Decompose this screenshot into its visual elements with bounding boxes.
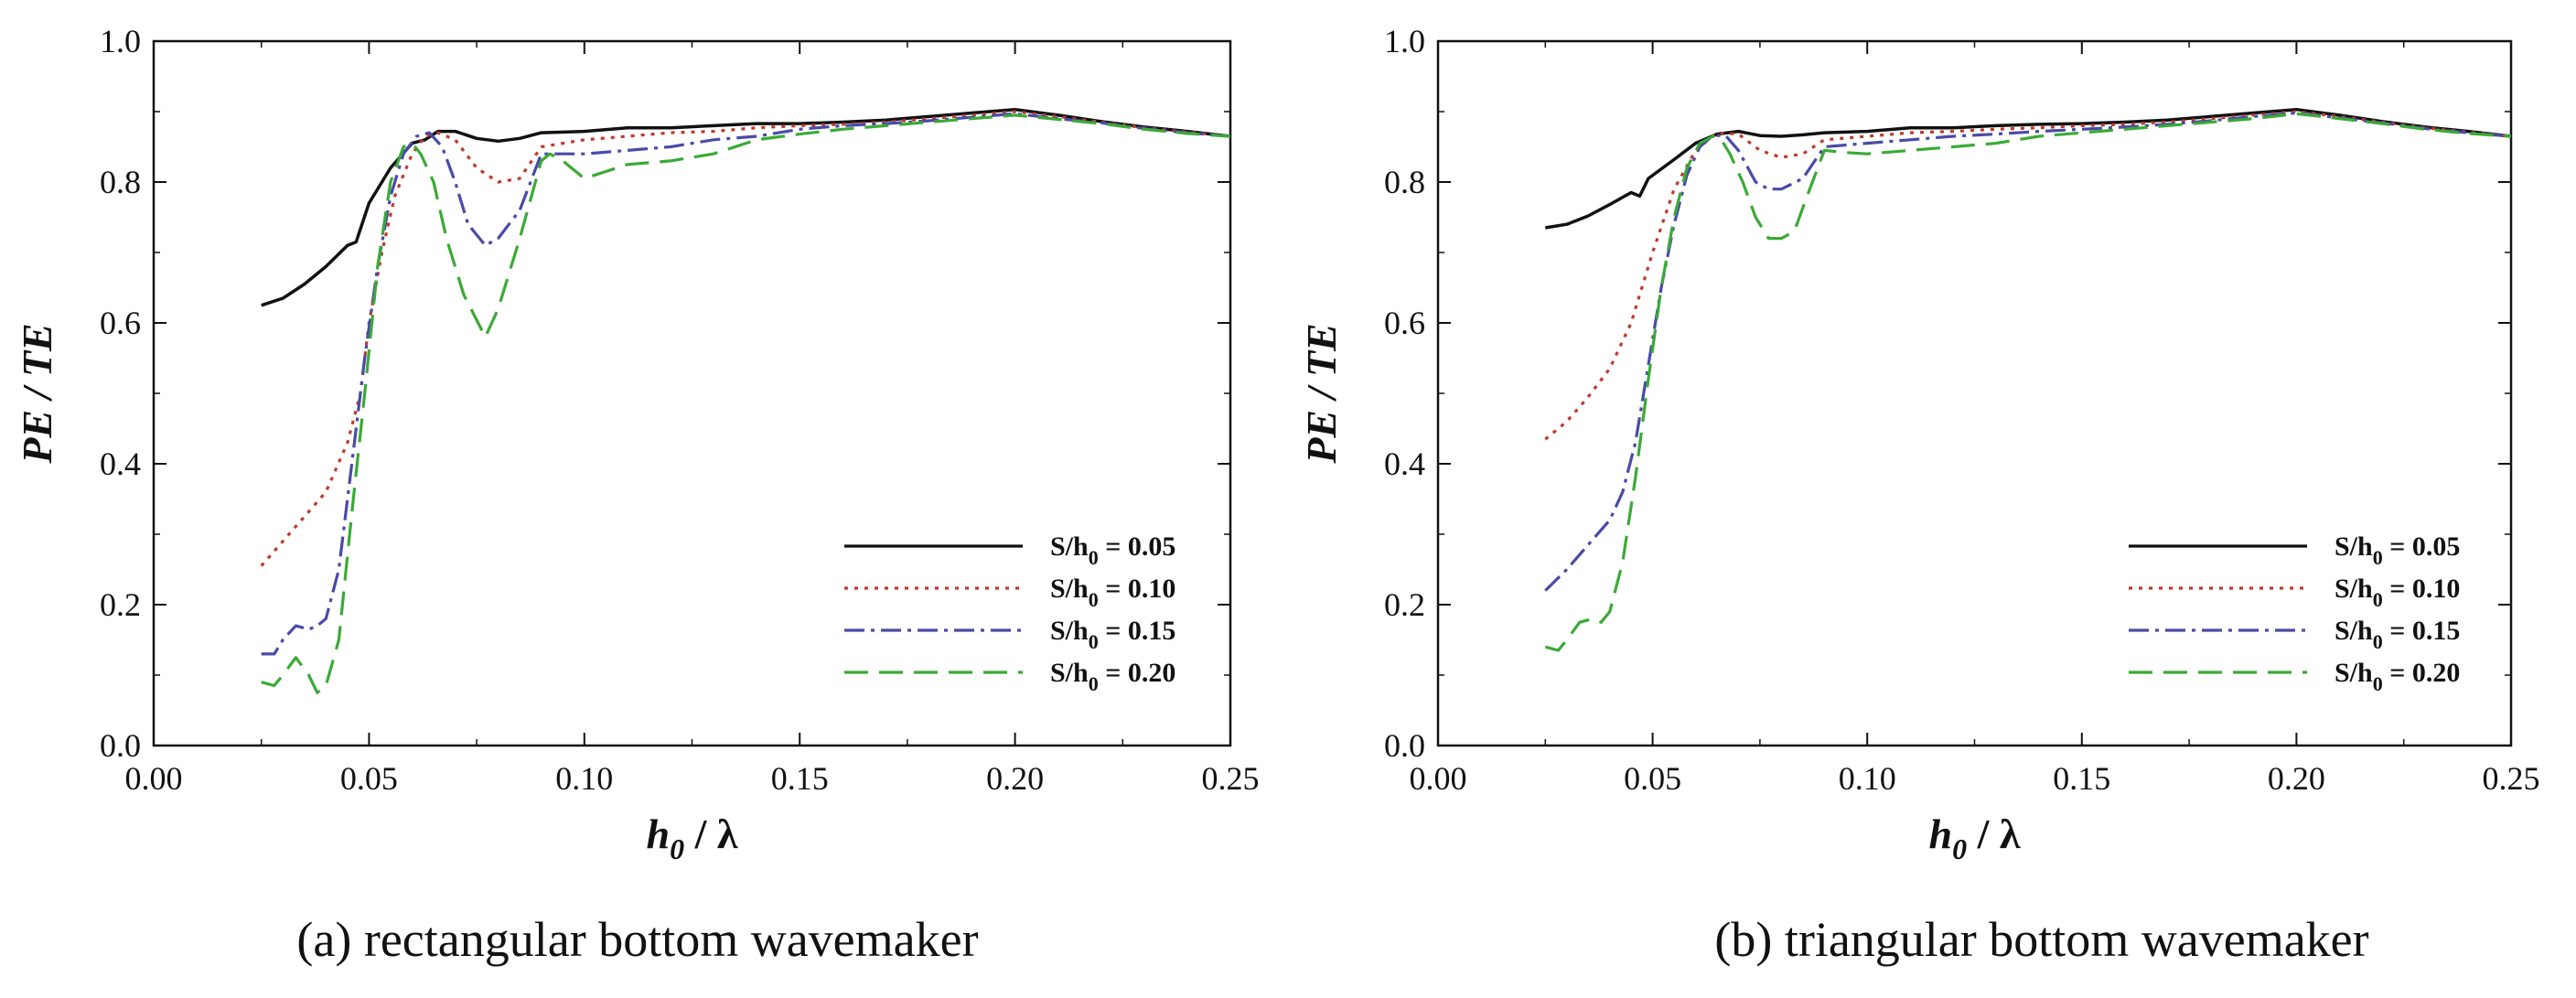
x-tick-label: 0.25 bbox=[2483, 760, 2540, 797]
legend-label-1: S/h0 = 0.05 bbox=[2334, 531, 2460, 569]
series-line-4 bbox=[1544, 112, 2512, 652]
y-axis-label: PE / TE bbox=[14, 323, 60, 464]
panel-caption: (a) rectangular bottom wavemaker bbox=[296, 912, 978, 967]
x-tick-label: 0.00 bbox=[1410, 760, 1467, 797]
series-line-1 bbox=[1545, 107, 2512, 230]
y-tick-label: 0.8 bbox=[1384, 164, 1425, 200]
chart-panel-b: 0.00 0.05 0.10 0.15 0.20 0.25 0.0 0.2 0.4 0.6 0.8 1… bbox=[1298, 23, 2540, 967]
series-line-1 bbox=[261, 107, 1231, 307]
y-tick-label: 0.4 bbox=[100, 445, 141, 482]
y-tick-label: 0.6 bbox=[1384, 305, 1425, 341]
y-tick-label: 1.0 bbox=[100, 23, 141, 59]
x-tick-label: 0.10 bbox=[555, 760, 613, 797]
x-tick-label: 0.25 bbox=[1202, 760, 1260, 797]
x-tick-label: 0.20 bbox=[986, 760, 1044, 797]
x-tick-label: 0.20 bbox=[2268, 760, 2325, 797]
y-tick-label: 1.0 bbox=[1384, 23, 1425, 59]
legend-label-3: S/h0 = 0.15 bbox=[2334, 616, 2460, 653]
x-tick-label: 0.05 bbox=[1624, 760, 1681, 797]
y-tick-label: 0.2 bbox=[100, 586, 141, 623]
series-line-2 bbox=[260, 110, 1231, 567]
legend-label-3: S/h0 = 0.15 bbox=[1050, 616, 1175, 653]
series-line-3 bbox=[261, 112, 1231, 656]
series-line-3 bbox=[1544, 111, 2512, 592]
y-tick-label: 0.0 bbox=[1384, 727, 1425, 764]
legend-label-4: S/h0 = 0.20 bbox=[2334, 658, 2460, 695]
y-tick-label: 0.2 bbox=[1384, 586, 1425, 623]
x-axis-label: h0 / λ bbox=[647, 810, 738, 865]
y-tick-label: 0.4 bbox=[1384, 445, 1425, 482]
legend-label-4: S/h0 = 0.20 bbox=[1050, 658, 1175, 695]
legend-label-2: S/h0 = 0.10 bbox=[1050, 574, 1175, 611]
y-tick-label: 0.8 bbox=[100, 164, 141, 200]
x-tick-label: 0.15 bbox=[2053, 760, 2110, 797]
series-line-4 bbox=[261, 113, 1231, 694]
x-tick-label: 0.15 bbox=[771, 760, 829, 797]
x-axis-label: h0 / λ bbox=[1929, 810, 2021, 865]
y-tick-label: 0.0 bbox=[100, 727, 141, 764]
panel-caption: (b) triangular bottom wavemaker bbox=[1714, 912, 2368, 967]
legend-label-2: S/h0 = 0.10 bbox=[2334, 574, 2460, 611]
legend-label-1: S/h0 = 0.05 bbox=[1050, 531, 1175, 569]
x-tick-label: 0.10 bbox=[1839, 760, 1896, 797]
chart-panel-a: 0.00 0.05 0.10 0.15 0.20 0.25 0.0 0.2 0.4 0.6 0.8 1… bbox=[14, 23, 1260, 967]
y-tick-label: 0.6 bbox=[100, 305, 141, 341]
x-tick-label: 0.05 bbox=[340, 760, 398, 797]
x-tick-label: 0.00 bbox=[125, 760, 183, 797]
y-axis-label: PE / TE bbox=[1298, 323, 1345, 464]
